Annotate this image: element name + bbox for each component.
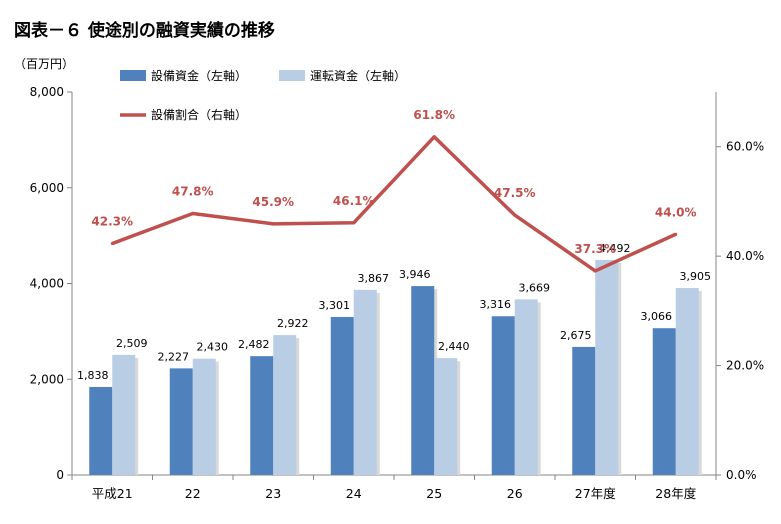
label-ratio: 45.9% bbox=[252, 195, 294, 209]
bar-setsubi bbox=[330, 316, 354, 475]
legend: 設備資金（左軸） 運転資金（左軸） 設備割合（右軸） bbox=[120, 68, 406, 122]
label-unten: 4,492 bbox=[599, 242, 631, 255]
bar-unten bbox=[675, 288, 699, 475]
bar-unten bbox=[595, 259, 619, 475]
y-left-tick-label: 2,000 bbox=[30, 372, 64, 386]
label-ratio: 44.0% bbox=[655, 205, 697, 219]
label-unten: 3,905 bbox=[680, 270, 712, 283]
axes: 0 2,000 4,000 6,000 8,000 0.0% 20.0% 40.0% 60.0%… bbox=[30, 85, 764, 501]
ratio-point bbox=[271, 222, 275, 226]
label-setsubi: 3,946 bbox=[399, 268, 431, 281]
bar-setsubi bbox=[250, 356, 274, 475]
bar-setsubi bbox=[652, 328, 676, 475]
ratio-line bbox=[110, 135, 678, 273]
y-left-unit-label: （百万円） bbox=[14, 57, 74, 71]
y-left-tick-label: 0 bbox=[56, 468, 64, 482]
bar-unten bbox=[192, 358, 216, 475]
y-left-tick-label: 6,000 bbox=[30, 181, 64, 195]
label-unten: 3,867 bbox=[358, 272, 390, 285]
y-right-tick-label: 60.0% bbox=[726, 140, 764, 154]
ratio-point bbox=[593, 269, 597, 273]
legend-swatch-setsubi bbox=[120, 70, 146, 81]
label-ratio: 37.3% bbox=[574, 242, 616, 256]
label-setsubi: 3,066 bbox=[641, 310, 673, 323]
ratio-polyline bbox=[111, 135, 677, 273]
label-unten: 3,669 bbox=[519, 281, 551, 294]
label-unten: 2,430 bbox=[197, 341, 229, 354]
data-labels: 1,838 2,509 2,227 2,430 2,482 2,922 3,301 3,867… bbox=[77, 108, 711, 382]
ratio-point bbox=[110, 242, 114, 246]
bar-setsubi bbox=[572, 346, 596, 475]
label-setsubi: 1,838 bbox=[77, 369, 109, 382]
bar-unten bbox=[273, 335, 297, 475]
x-tick-label: 22 bbox=[185, 486, 201, 501]
label-setsubi: 3,316 bbox=[480, 298, 512, 311]
legend-swatch-unten bbox=[279, 70, 305, 81]
bar-unten bbox=[353, 289, 377, 475]
label-unten: 2,509 bbox=[116, 337, 148, 350]
bar-unten bbox=[112, 354, 136, 475]
label-setsubi: 2,482 bbox=[238, 338, 270, 351]
y-right-tick-label: 40.0% bbox=[726, 249, 764, 263]
label-ratio: 47.5% bbox=[494, 186, 536, 200]
x-tick-label: 26 bbox=[507, 486, 523, 501]
bar-setsubi bbox=[89, 387, 113, 475]
label-ratio: 46.1% bbox=[333, 194, 375, 208]
y-right-tick-label: 20.0% bbox=[726, 359, 764, 373]
y-left-tick-label: 4,000 bbox=[30, 277, 64, 291]
ratio-point bbox=[513, 213, 517, 217]
label-ratio: 61.8% bbox=[413, 108, 455, 122]
bar-unten bbox=[434, 358, 458, 475]
bar-setsubi bbox=[411, 286, 435, 475]
label-unten: 2,440 bbox=[438, 340, 470, 353]
legend-label-ratio: 設備割合（右軸） bbox=[151, 107, 247, 122]
legend-label-setsubi: 設備資金（左軸） bbox=[151, 68, 247, 83]
ratio-point bbox=[191, 211, 195, 215]
x-tick-label: 平成21 bbox=[92, 486, 133, 501]
chart-title: 図表－６ 使途別の融資実績の推移 bbox=[14, 20, 275, 41]
x-tick-label: 23 bbox=[265, 486, 281, 501]
label-unten: 2,922 bbox=[277, 317, 309, 330]
label-setsubi: 2,675 bbox=[560, 329, 592, 342]
bar-unten bbox=[514, 299, 538, 475]
y-left-tick-label: 8,000 bbox=[30, 85, 64, 99]
ratio-point bbox=[674, 232, 678, 236]
bar-setsubi bbox=[491, 316, 515, 475]
bars bbox=[89, 259, 702, 475]
label-ratio: 42.3% bbox=[91, 215, 133, 229]
x-tick-label: 28年度 bbox=[655, 486, 696, 501]
ratio-point bbox=[432, 135, 436, 139]
label-ratio: 47.8% bbox=[172, 184, 214, 198]
label-setsubi: 3,301 bbox=[319, 299, 351, 312]
y-right-tick-label: 0.0% bbox=[726, 468, 757, 482]
legend-label-unten: 運転資金（左軸） bbox=[310, 68, 406, 83]
ratio-point bbox=[352, 221, 356, 225]
x-tick-label: 27年度 bbox=[575, 486, 616, 501]
label-setsubi: 2,227 bbox=[158, 350, 190, 363]
bar-setsubi bbox=[169, 368, 193, 475]
x-tick-label: 25 bbox=[426, 486, 442, 501]
x-tick-label: 24 bbox=[346, 486, 362, 501]
